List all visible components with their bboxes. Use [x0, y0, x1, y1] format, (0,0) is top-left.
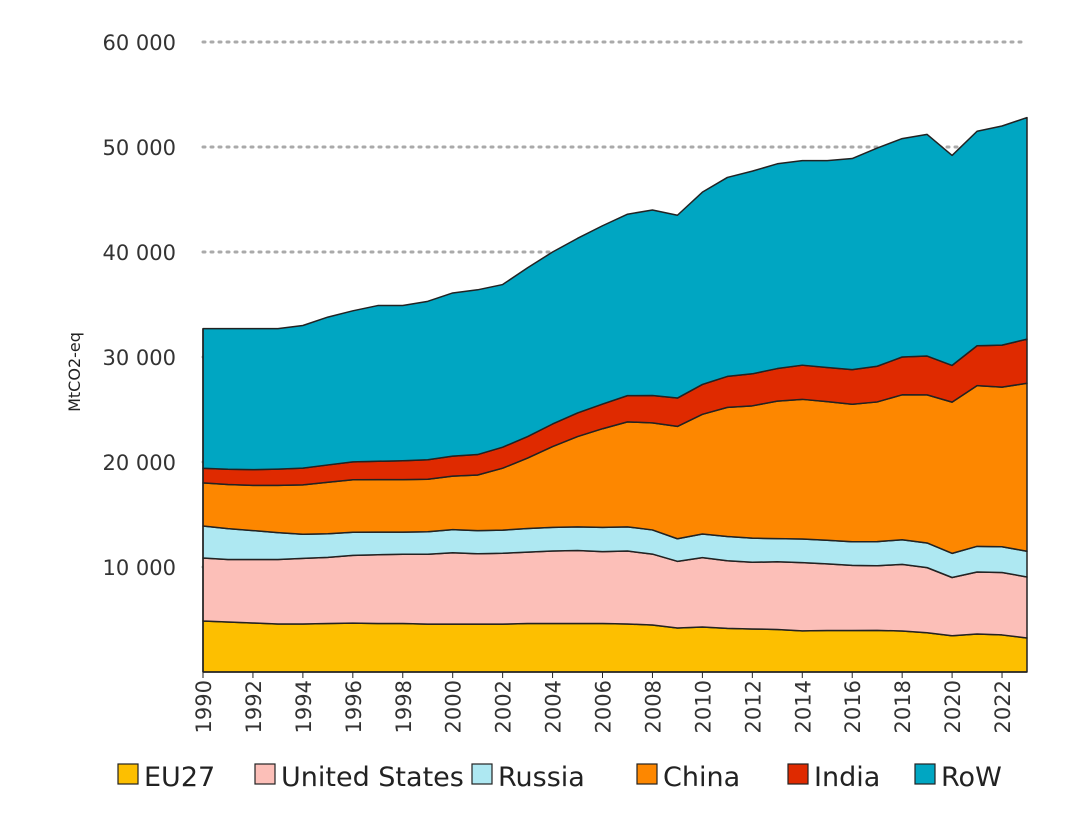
y-tick-label: 50 000: [103, 136, 176, 160]
series-areas: [202, 116, 1028, 673]
legend-swatch: [471, 763, 493, 785]
x-tick-label: 2018: [891, 680, 915, 733]
y-tick-label: 60 000: [103, 31, 176, 55]
legend-label: India: [814, 762, 880, 793]
y-tick-label: 30 000: [103, 346, 176, 370]
x-tick-label: 2012: [741, 680, 765, 733]
y-axis-label: MtCO2-eq: [65, 332, 84, 412]
legend-label: EU27: [144, 762, 215, 793]
x-tick-label: 2008: [641, 680, 665, 733]
legend-swatch: [636, 763, 658, 785]
legend-label: United States: [281, 762, 464, 793]
legend-label: Russia: [498, 762, 585, 793]
x-axis-ticks: 1990 1992 1994 1996 1998 2000 2002 2004 2006 2008…: [192, 672, 1015, 733]
x-tick-label: 2000: [442, 680, 466, 733]
x-tick-label: 2022: [991, 680, 1015, 733]
y-tick-label: 20 000: [103, 451, 176, 475]
x-tick-label: 2016: [841, 680, 865, 733]
legend-label: China: [663, 762, 740, 793]
x-tick-label: 1996: [342, 680, 366, 733]
x-tick-label: 2002: [492, 680, 516, 733]
legend: EU27 United States Russia China India RoW: [117, 762, 1002, 793]
x-tick-label: 2014: [791, 680, 815, 733]
x-tick-label: 2004: [542, 680, 566, 733]
x-tick-label: 1990: [192, 680, 216, 733]
x-tick-label: 2006: [592, 680, 616, 733]
legend-swatch: [787, 763, 809, 785]
x-tick-label: 1994: [292, 680, 316, 733]
x-tick-label: 1998: [392, 680, 416, 733]
y-axis-ticks: 10 000 20 000 30 000 40 000 50 000 60 000: [103, 31, 176, 580]
area-row: [202, 116, 1028, 471]
legend-label: RoW: [941, 762, 1002, 793]
x-tick-label: 2020: [941, 680, 965, 733]
y-tick-label: 40 000: [103, 241, 176, 265]
x-tick-label: 2010: [691, 680, 715, 733]
x-tick-label: 1992: [242, 680, 266, 733]
legend-swatch: [254, 763, 276, 785]
legend-swatch: [914, 763, 936, 785]
legend-swatch: [117, 763, 139, 785]
y-tick-label: 10 000: [103, 556, 176, 580]
